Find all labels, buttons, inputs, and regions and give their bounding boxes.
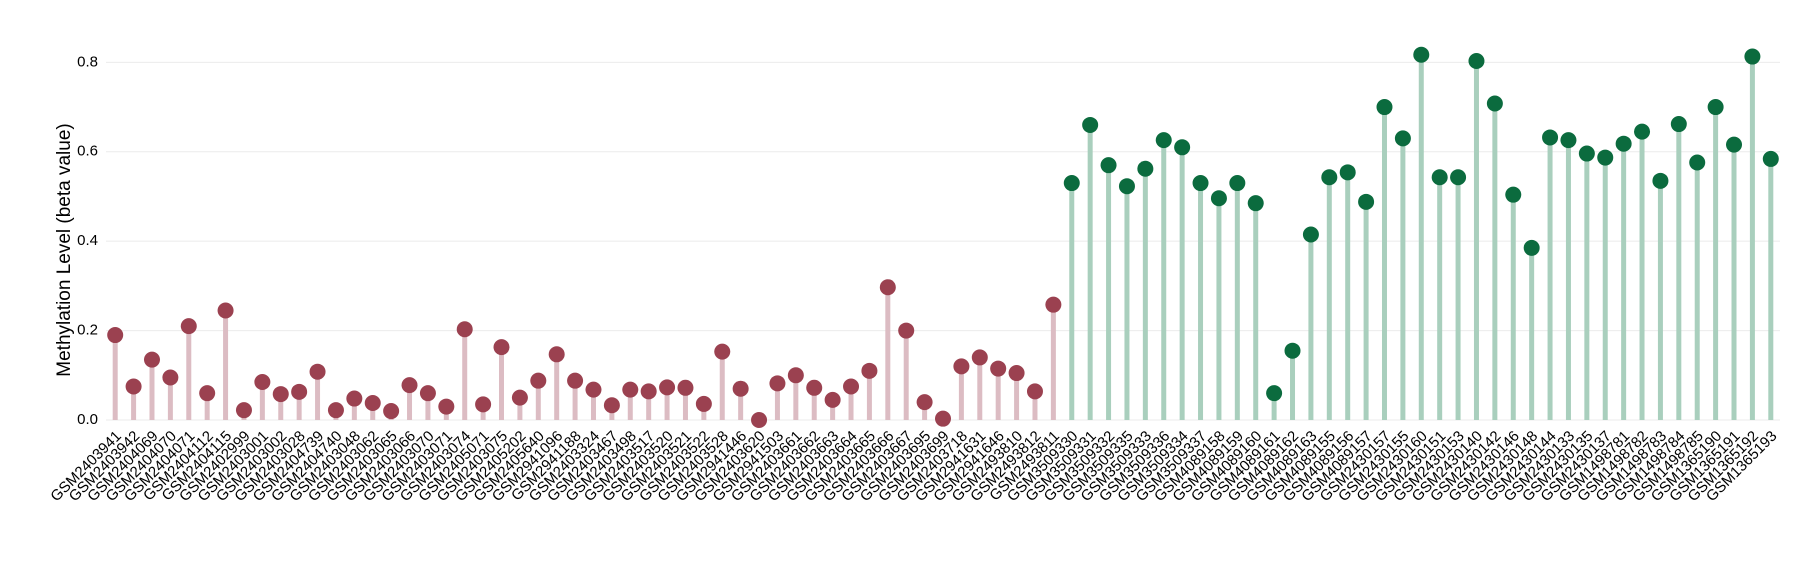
dot	[1247, 195, 1264, 212]
dot	[640, 383, 657, 400]
dot	[217, 302, 234, 319]
dot	[1100, 157, 1117, 174]
dot	[971, 349, 988, 366]
dot	[1174, 139, 1191, 156]
dot	[1045, 296, 1062, 313]
dot	[1026, 383, 1043, 400]
dot	[806, 379, 823, 396]
dot	[1284, 342, 1301, 359]
dot	[567, 372, 584, 389]
dot	[291, 383, 308, 400]
dot	[1431, 169, 1448, 186]
dot	[1008, 365, 1025, 382]
dot	[751, 412, 768, 428]
dot	[1082, 116, 1099, 133]
dot	[1413, 46, 1430, 63]
dot	[1358, 193, 1375, 210]
dot	[1505, 186, 1522, 203]
dot	[1486, 95, 1503, 112]
dot	[824, 391, 841, 408]
dot	[383, 403, 400, 420]
dot	[1266, 385, 1283, 402]
dot	[235, 402, 252, 419]
dot	[309, 363, 326, 380]
dot	[327, 402, 344, 419]
dot	[1302, 226, 1319, 243]
dot	[493, 339, 510, 356]
dot	[990, 360, 1007, 377]
dot	[199, 385, 216, 402]
dot	[622, 381, 639, 398]
dot	[143, 351, 160, 368]
dot	[1137, 160, 1154, 177]
dot	[1744, 48, 1761, 65]
dot	[695, 395, 712, 412]
dot	[1229, 175, 1246, 192]
dot	[1523, 239, 1540, 256]
dot	[162, 369, 179, 386]
dot	[1210, 190, 1227, 207]
dot	[401, 377, 418, 394]
dot	[254, 374, 271, 390]
dot	[843, 378, 860, 395]
dot	[1707, 99, 1724, 116]
y-axis-label: Methylation Level (beta value)	[54, 123, 75, 376]
dot	[475, 396, 492, 413]
dot	[511, 389, 528, 406]
dot	[677, 379, 694, 396]
dot	[603, 397, 620, 414]
y-tick-label: 0.4	[77, 232, 98, 249]
dot	[1578, 145, 1595, 162]
dot	[879, 279, 896, 296]
dot	[861, 362, 878, 379]
dot	[1542, 129, 1559, 146]
dot	[1726, 136, 1743, 153]
y-tick-label: 0.2	[77, 322, 98, 339]
dot	[898, 322, 915, 339]
dot	[1634, 123, 1651, 140]
dot	[364, 395, 381, 412]
dot	[1155, 132, 1172, 149]
dot	[1376, 99, 1393, 116]
dot	[419, 385, 436, 402]
dot	[1670, 116, 1687, 133]
dot	[1468, 53, 1485, 70]
dot	[953, 358, 970, 375]
dot	[935, 410, 951, 427]
dot	[1652, 172, 1669, 189]
dot	[1615, 135, 1632, 152]
dot	[659, 379, 676, 396]
dot	[732, 380, 749, 397]
dot	[1192, 175, 1209, 192]
dot	[1118, 178, 1135, 195]
dot	[916, 394, 933, 411]
dot	[438, 398, 455, 415]
dot	[530, 372, 547, 389]
y-tick-label: 0.6	[77, 143, 98, 160]
dot	[1560, 132, 1577, 149]
dot	[714, 343, 731, 360]
dot	[1063, 175, 1080, 192]
y-tick-label: 0.0	[77, 411, 98, 428]
dot	[548, 346, 565, 363]
dot	[787, 367, 804, 384]
dot	[272, 386, 289, 403]
dot	[1689, 154, 1706, 171]
dot	[125, 378, 142, 395]
dot	[1339, 164, 1356, 181]
dot	[1394, 130, 1411, 147]
dot	[456, 321, 473, 338]
dot	[769, 375, 786, 392]
y-tick-label: 0.8	[77, 53, 98, 70]
dot	[107, 327, 124, 344]
dot	[1597, 149, 1614, 166]
dot	[1321, 169, 1338, 186]
dot	[180, 318, 197, 335]
dot	[1450, 169, 1467, 186]
dot	[585, 381, 602, 398]
dot	[346, 390, 363, 407]
dot	[1762, 150, 1779, 167]
